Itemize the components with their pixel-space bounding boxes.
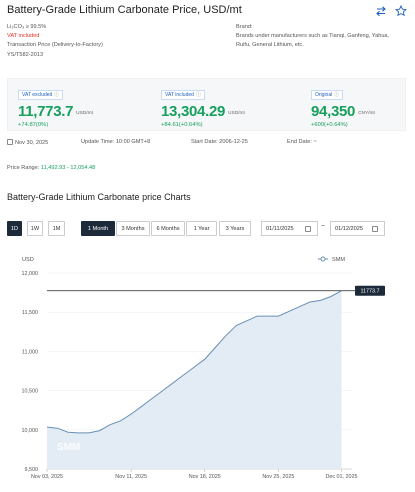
y-tick-label: 10,500	[22, 389, 39, 395]
brand-text: Brands under manufacturers such as Tianq…	[236, 33, 390, 49]
x-tick-label: Nov 18, 2025	[189, 474, 221, 480]
price-badge: VAT excluded ⓘ	[18, 90, 64, 100]
calendar-icon	[7, 139, 13, 145]
spec-standard: YS/T582-2013	[7, 51, 44, 58]
interval-1w-button[interactable]: 1W	[27, 221, 43, 236]
brand-info: Brand: Brands under manufacturers such a…	[236, 23, 396, 51]
title-row: Battery-Grade Lithium Carbonate Price, U…	[7, 4, 407, 20]
price-unit: CNY/mt	[358, 111, 375, 116]
end-date: End Date: ~	[287, 139, 317, 145]
period-1-year-button[interactable]: 1 Year	[186, 221, 217, 236]
price-range: Price Range: 11,492.93 - 12,054.48	[7, 165, 95, 171]
x-tick-label: Nov 11, 2025	[115, 474, 147, 480]
legend-label: SMM	[332, 257, 345, 263]
price-range-value: 11,492.93 - 12,054.48	[40, 165, 96, 171]
x-tick-label: Nov 25, 2025	[262, 474, 294, 480]
price-summary: VAT excluded ⓘ 11,773.7 USD/mt +74.87(0%) …	[7, 78, 406, 131]
help-icon[interactable]: ⓘ	[334, 92, 340, 98]
y-tick-label: 10,000	[22, 428, 39, 434]
price-vat-excluded: VAT excluded ⓘ 11,773.7 USD/mt +74.87(0%)	[18, 83, 93, 128]
charts-title: Battery-Grade Lithium Carbonate price Ch…	[7, 192, 191, 202]
price-vat-included: VAT included ⓘ 13,304.29 USD/mt +84.61(+0.…	[161, 83, 245, 128]
latest-price-tag	[355, 285, 385, 296]
date-range-separator: ~	[321, 223, 326, 230]
price-value: 13,304.29	[161, 103, 226, 120]
spec-formula: Li₂CO₃ ≥ 99.5%	[7, 24, 47, 30]
y-tick-label: 11,000	[22, 349, 38, 355]
x-tick-label: Dec 01, 2025	[325, 474, 357, 480]
date-from-value: 01/11/2025	[266, 225, 294, 232]
price-badge: VAT included ⓘ	[161, 90, 205, 100]
y-axis-label: USD	[22, 257, 34, 263]
interval-1d-button[interactable]: 1D	[7, 221, 22, 236]
period-3-months-button[interactable]: 3 Months	[116, 221, 150, 236]
date-to-value: 01/12/2025	[335, 225, 363, 232]
current-date: Nov 30, 2025	[7, 139, 48, 146]
y-tick-label: 11,500	[22, 310, 38, 316]
price-value: 94,350	[311, 103, 356, 120]
help-icon[interactable]: ⓘ	[54, 92, 60, 98]
calendar-icon	[372, 226, 378, 232]
help-icon[interactable]: ⓘ	[195, 92, 201, 98]
price-change: +600(+0.64%)	[311, 122, 348, 128]
price-chart-svg: USD 9,500 10,000 10,500 11,000 11,500 12,000 No…	[22, 256, 385, 480]
date-row: Nov 30, 2025 Update Time: 10:00 GMT+8 St…	[7, 139, 406, 148]
interval-1m-button[interactable]: 1M	[48, 221, 65, 236]
y-tick-label: 9,500	[25, 467, 39, 473]
page-title: Battery-Grade Lithium Carbonate Price, U…	[7, 4, 242, 16]
update-time: Update Time: 10:00 GMT+8	[81, 139, 151, 145]
spec-vat: VAT included	[7, 33, 40, 40]
legend-marker	[320, 256, 326, 262]
price-change: +84.61(+0.64%)	[161, 122, 203, 128]
price-change: +74.87(0%)	[18, 122, 49, 128]
spec-transaction: Transaction Price (Delivery-to-Factory)	[7, 42, 103, 49]
price-value: 11,773.7	[18, 103, 74, 120]
period-6-months-button[interactable]: 6 Months	[151, 221, 185, 236]
period-3-years-button[interactable]: 3 Years	[219, 221, 251, 236]
brand-label: Brand:	[236, 24, 253, 30]
price-unit: USD/mt	[228, 111, 245, 116]
compare-icon[interactable]	[375, 4, 387, 17]
price-original: Original ⓘ 94,350 CNY/mt +600(+0.64%)	[311, 83, 375, 128]
price-chart[interactable]: USD 9,500 10,000 10,500 11,000 11,500 12,000 No…	[0, 250, 415, 492]
star-icon[interactable]	[395, 4, 407, 17]
date-from-input[interactable]: 01/11/2025	[261, 221, 318, 236]
header-actions	[375, 4, 407, 17]
series-line-smm	[46, 290, 342, 434]
start-date: Start Date: 2006-12-25	[191, 139, 248, 145]
product-specs: Li₂CO₃ ≥ 99.5% VAT included Transaction …	[7, 23, 217, 60]
series-area-smm	[47, 290, 342, 469]
price-unit: USD/mt	[76, 111, 93, 116]
calendar-icon	[305, 226, 311, 232]
watermark: SMM	[57, 442, 80, 453]
y-tick-label: 12,000	[22, 271, 39, 277]
period-1-month-button[interactable]: 1 Month	[81, 221, 115, 236]
latest-price-label: 11773.7	[360, 289, 379, 295]
price-badge: Original ⓘ	[311, 90, 344, 100]
date-to-input[interactable]: 01/12/2025	[330, 221, 385, 236]
price-range-label: Price Range:	[7, 165, 40, 171]
x-tick-label: Nov 03, 2025	[31, 474, 63, 480]
